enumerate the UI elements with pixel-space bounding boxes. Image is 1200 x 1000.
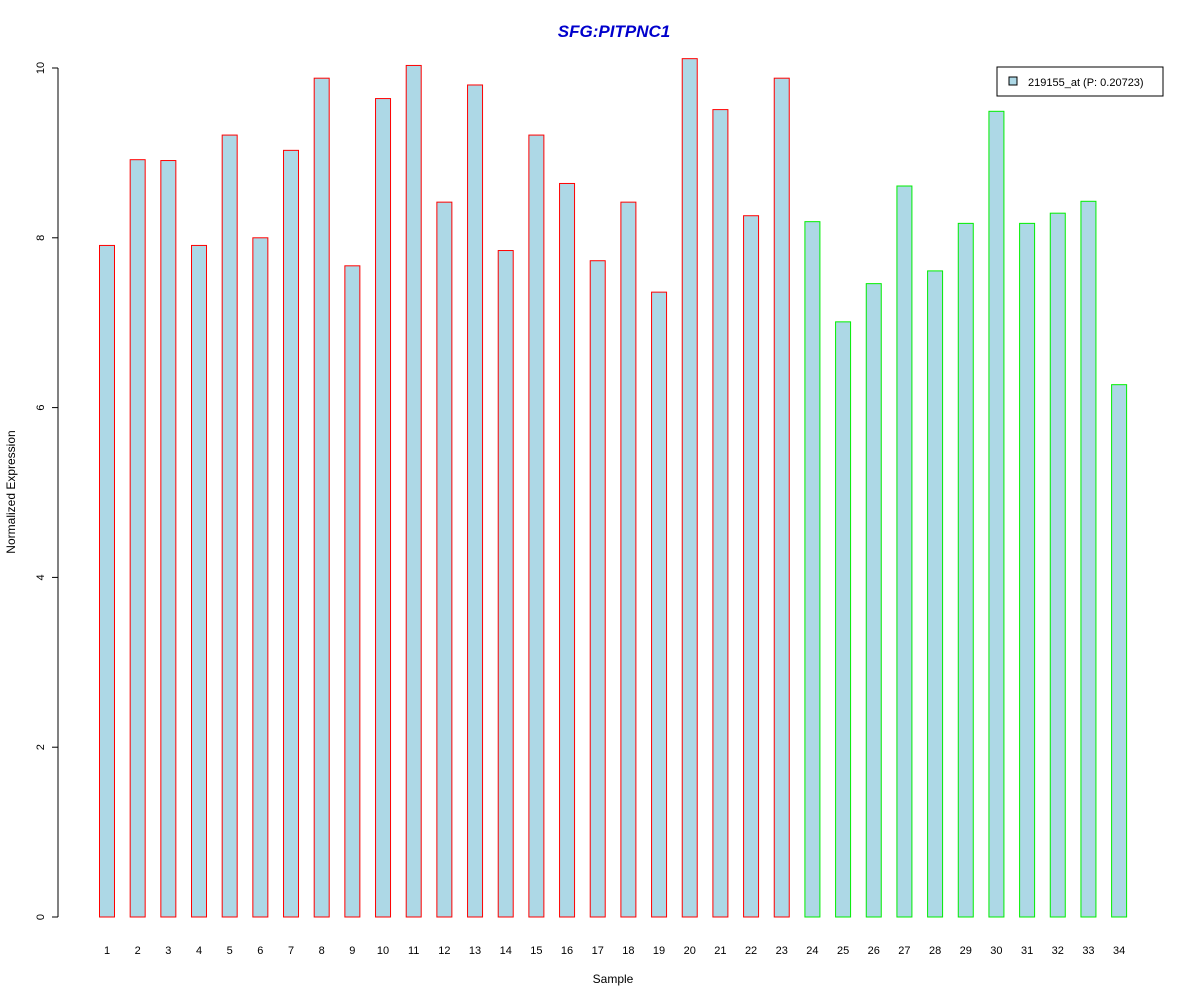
bar-sample-16	[559, 182, 576, 918]
bar-sample-5	[221, 134, 238, 918]
bar-sample-17	[589, 260, 606, 918]
x-tick-label: 22	[745, 945, 757, 957]
bar-sample-2	[129, 159, 146, 918]
x-tick-label: 23	[776, 945, 788, 957]
bar-sample-34	[1111, 384, 1128, 918]
legend-box	[996, 66, 1164, 97]
bar-sample-1	[99, 244, 115, 918]
legend-swatch	[1008, 76, 1018, 86]
x-tick-label: 19	[653, 945, 665, 957]
bar-sample-29	[957, 222, 974, 918]
x-tick-label: 28	[929, 945, 941, 957]
legend-label: 219155_at (P: 0.20723)	[1028, 77, 1144, 89]
x-tick-label: 14	[500, 945, 512, 957]
bars-group	[99, 58, 1128, 918]
x-tick-label: 26	[868, 945, 880, 957]
x-tick-label: 15	[530, 945, 542, 957]
bar-sample-30	[988, 110, 1005, 918]
bar-sample-26	[865, 283, 882, 918]
chart-title: SFG:PITPNC1	[558, 22, 670, 41]
x-tick-label: 12	[438, 945, 450, 957]
bar-sample-21	[712, 109, 729, 918]
x-tick-label: 29	[960, 945, 972, 957]
bar-sample-27	[896, 185, 913, 918]
bar-sample-11	[405, 64, 422, 918]
bar-sample-3	[160, 160, 177, 918]
bar-sample-9	[344, 265, 361, 918]
x-tick-label: 33	[1082, 945, 1094, 957]
x-tick-label: 34	[1113, 945, 1125, 957]
bar-sample-25	[835, 321, 852, 918]
bar-sample-8	[313, 77, 330, 918]
bar-sample-31	[1019, 222, 1036, 918]
x-tick-label: 17	[592, 945, 604, 957]
x-tick-label: 20	[684, 945, 696, 957]
x-tick-label: 6	[257, 945, 263, 957]
x-tick-label: 25	[837, 945, 849, 957]
x-tick-label: 27	[898, 945, 910, 957]
x-tick-label: 8	[319, 945, 325, 957]
x-tick-label: 30	[990, 945, 1002, 957]
bar-sample-22	[743, 215, 760, 918]
bar-sample-18	[620, 201, 637, 918]
x-tick-label: 11	[408, 945, 419, 957]
x-tick-label: 32	[1052, 945, 1064, 957]
y-tick-label: 10	[35, 62, 47, 74]
x-tick-label: 1	[104, 945, 110, 957]
bar-sample-15	[528, 134, 545, 918]
x-tick-label: 13	[469, 945, 481, 957]
x-tick-label: 18	[622, 945, 634, 957]
bar-sample-13	[467, 84, 484, 918]
x-tick-label: 16	[561, 945, 573, 957]
bar-sample-19	[651, 291, 668, 918]
bar-sample-32	[1049, 212, 1066, 918]
x-tick-label: 5	[227, 945, 233, 957]
bar-sample-20	[681, 58, 698, 918]
bar-sample-33	[1080, 200, 1097, 918]
x-tick-label: 21	[714, 945, 726, 957]
y-tick-label: 8	[35, 235, 47, 241]
y-tick-label: 0	[35, 914, 47, 920]
x-tick-label: 7	[288, 945, 294, 957]
x-axis-title: Sample	[593, 972, 634, 986]
bar-sample-14	[497, 250, 514, 918]
x-tick-label: 24	[806, 945, 818, 957]
x-tick-label: 4	[196, 945, 202, 957]
x-tick-label: 31	[1021, 945, 1033, 957]
y-tick-label: 4	[35, 574, 47, 580]
y-tick-label: 2	[35, 744, 47, 750]
bar-sample-24	[804, 221, 821, 918]
bar-sample-23	[773, 77, 790, 918]
x-tick-label: 9	[349, 945, 355, 957]
bar-sample-4	[191, 244, 208, 918]
y-axis: 0 2 4 6 8 10	[35, 62, 59, 920]
x-tick-label: 3	[165, 945, 171, 957]
y-tick-label: 6	[35, 405, 47, 411]
y-axis-title: Normalized Expression	[4, 430, 18, 553]
bar-sample-28	[927, 270, 944, 918]
x-tick-label: 10	[377, 945, 389, 957]
bar-sample-7	[283, 149, 300, 918]
x-tick-labels: 1 2 3 4 5 6 7 8 9 10 11 12 13 14 15 16 17 18 19 20 21 22 23 24 2…	[104, 945, 1125, 957]
bar-sample-12	[436, 201, 453, 918]
x-tick-label: 2	[135, 945, 141, 957]
bar-sample-6	[252, 237, 269, 918]
bar-sample-10	[375, 98, 392, 918]
legend: 219155_at (P: 0.20723)	[996, 66, 1164, 97]
